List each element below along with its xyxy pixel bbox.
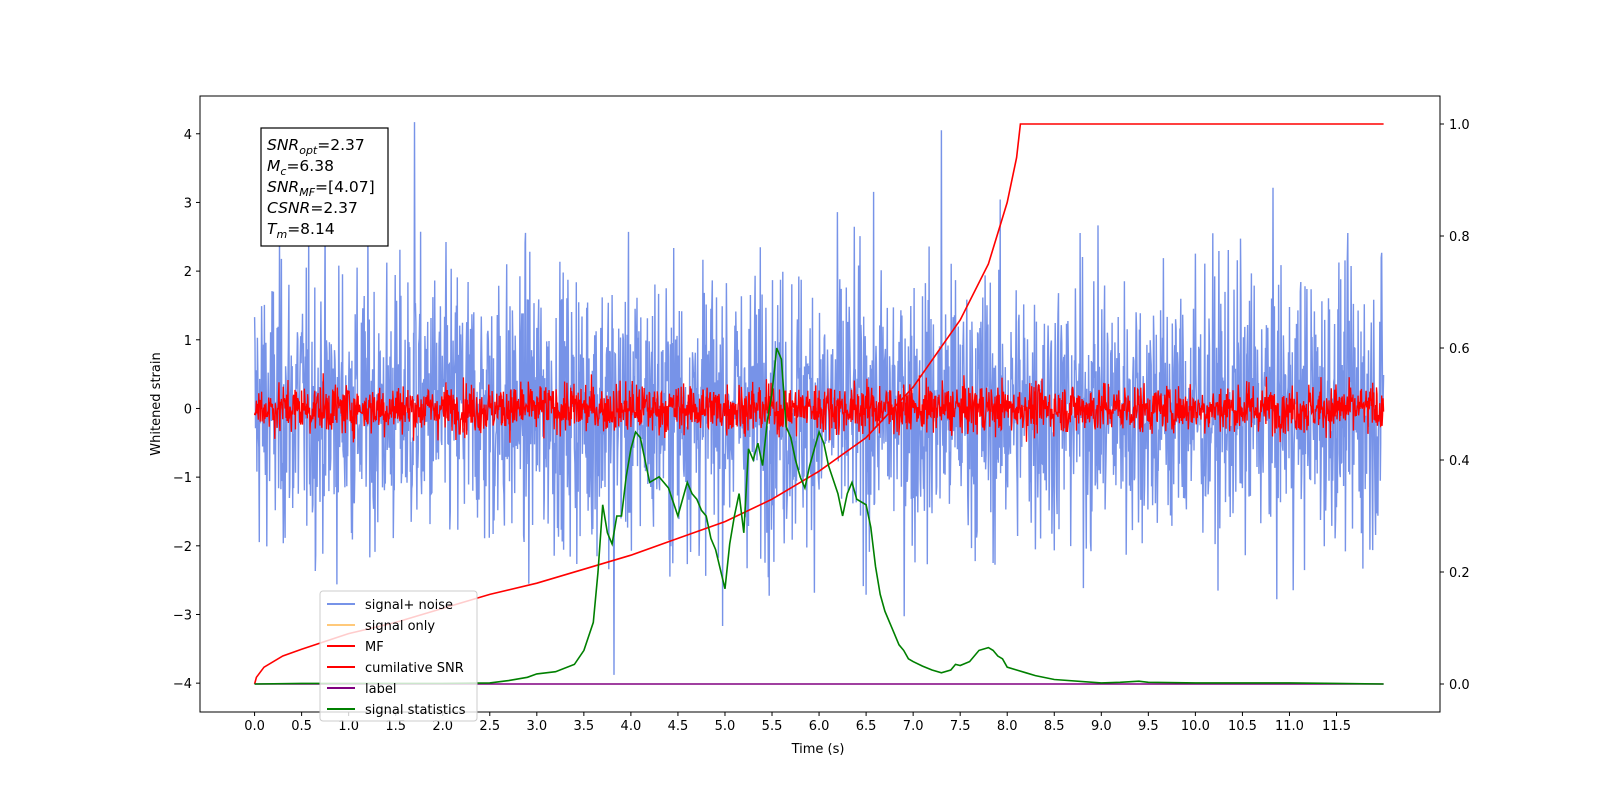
x-tick-label: 2.0 <box>432 719 453 734</box>
x-tick-label: 9.5 <box>1138 719 1159 734</box>
x-tick-label: 9.0 <box>1091 719 1112 734</box>
annotation-line: CSNR=2.37 <box>267 199 358 217</box>
x-tick-label: 1.5 <box>385 719 406 734</box>
left-y-tick-label: −3 <box>173 608 192 623</box>
x-tick-label: 8.0 <box>997 719 1018 734</box>
x-tick-label: 5.5 <box>762 719 783 734</box>
x-tick-label: 4.5 <box>668 719 689 734</box>
legend-entry-label: MF <box>365 640 384 655</box>
x-tick-label: 1.0 <box>338 719 359 734</box>
annotation-line: Mc=6.38 <box>267 157 334 178</box>
x-tick-label: 3.0 <box>526 719 547 734</box>
left-y-tick-label: 3 <box>184 196 192 211</box>
legend-entry-label: cumilative SNR <box>365 661 464 676</box>
left-y-tick-label: −1 <box>173 471 192 486</box>
x-tick-label: 0.5 <box>291 719 312 734</box>
x-tick-label: 2.5 <box>479 719 500 734</box>
x-tick-label: 10.5 <box>1228 719 1257 734</box>
series-line-cumilative-snr <box>253 123 1384 685</box>
left-y-tick-label: 2 <box>184 265 192 280</box>
x-tick-label: 6.5 <box>856 719 877 734</box>
x-tick-label: 11.0 <box>1275 719 1304 734</box>
legend: signal+ noise signal only MF cumilative SNR… <box>319 590 478 722</box>
right-y-tick-label: 0.0 <box>1449 678 1470 693</box>
axes-frame <box>199 95 1441 713</box>
x-tick-label: 10.0 <box>1181 719 1210 734</box>
left-y-tick-label: 1 <box>184 334 192 349</box>
x-axis-ticks: 0.0 0.5 1.0 1.5 2.0 2.5 3.0 3.5 4.0 4.5 5.0 5.5 6.0 6… <box>244 712 1351 734</box>
legend-entry-label: signal statistics <box>365 703 466 718</box>
legend-frame <box>319 590 478 722</box>
x-tick-label: 3.5 <box>574 719 595 734</box>
right-y-tick-label: 0.8 <box>1449 230 1470 245</box>
left-y-tick-label: 0 <box>184 402 192 417</box>
right-y-axis-ticks: 0.0 0.2 0.4 0.6 0.8 1.0 <box>1440 118 1470 693</box>
series-line-signal-statistics <box>254 347 1384 685</box>
x-tick-label: 8.5 <box>1044 719 1065 734</box>
x-tick-label: 6.0 <box>809 719 830 734</box>
x-tick-label: 11.5 <box>1322 719 1351 734</box>
left-y-tick-label: −4 <box>173 677 192 692</box>
annotation-line: SNRopt=2.37 <box>267 136 365 157</box>
left-y-tick-label: 4 <box>184 128 192 143</box>
series-line-mf <box>253 373 1385 443</box>
x-tick-label: 4.0 <box>621 719 642 734</box>
x-tick-label: 7.0 <box>903 719 924 734</box>
left-y-tick-label: −2 <box>173 540 192 555</box>
legend-entry-label: signal only <box>365 619 435 634</box>
y-axis-label-left: Whitened strain <box>149 352 164 455</box>
legend-entry-label: label <box>365 682 396 697</box>
annotation-line: Tm=8.14 <box>267 220 335 241</box>
annotation-frame <box>260 127 389 247</box>
right-y-tick-label: 0.2 <box>1449 566 1470 581</box>
legend-entry-label: signal+ noise <box>365 598 453 613</box>
x-tick-label: 0.0 <box>244 719 265 734</box>
right-y-tick-label: 0.4 <box>1449 454 1470 469</box>
series-line-signal-noise <box>253 122 1385 675</box>
right-y-tick-label: 1.0 <box>1449 118 1470 133</box>
right-y-tick-label: 0.6 <box>1449 342 1470 357</box>
x-tick-label: 7.5 <box>950 719 971 734</box>
x-tick-label: 5.0 <box>715 719 736 734</box>
annotation-line: SNRMF=[4.07] <box>267 178 375 199</box>
left-y-axis-ticks: −4 −3 −2 −1 0 1 2 3 4 <box>173 128 200 692</box>
x-axis-label: Time (s) <box>791 742 845 757</box>
